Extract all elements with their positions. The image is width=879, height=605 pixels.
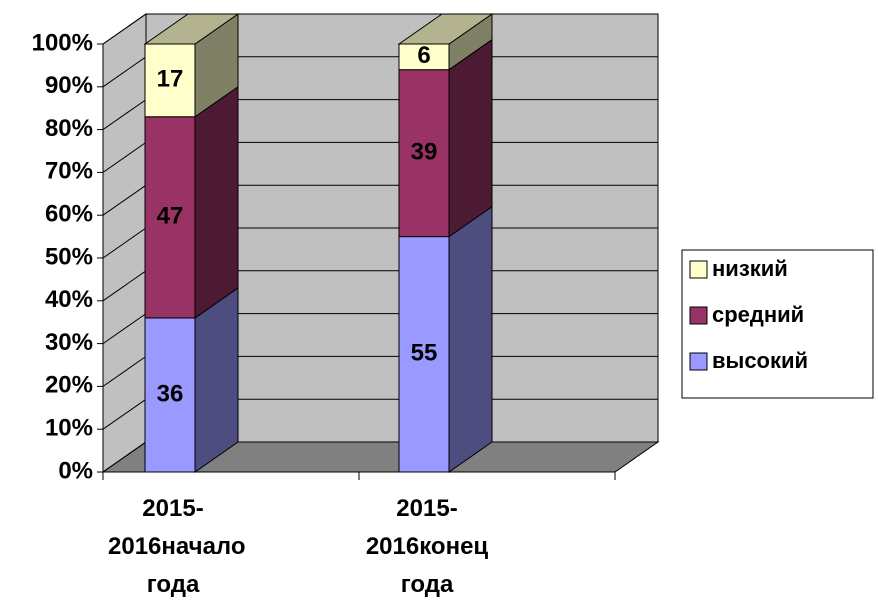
y-tick-label: 70%	[45, 158, 93, 185]
y-tick-label: 60%	[45, 201, 93, 228]
legend-label: средний	[712, 302, 804, 327]
grid-line	[102, 99, 147, 131]
legend-label: высокий	[712, 348, 808, 373]
y-tick-label: 0%	[58, 457, 93, 484]
legend-box	[681, 249, 874, 399]
bar-side	[194, 85, 239, 319]
y-tick-label: 50%	[45, 243, 93, 270]
data-label: 17	[157, 66, 184, 93]
y-tick-label: 30%	[45, 329, 93, 356]
x-tick-label: 2015-2016конец года	[365, 495, 489, 598]
y-tick-label: 80%	[45, 115, 93, 142]
data-label: 47	[157, 203, 184, 230]
y-tick-label: 90%	[45, 72, 93, 99]
data-label: 36	[157, 380, 184, 407]
grid-line	[102, 270, 147, 302]
legend-swatch	[689, 352, 708, 371]
x-tick-label: 2015-2016начало года	[108, 495, 246, 598]
bar	[398, 69, 450, 238]
data-label: 55	[411, 340, 438, 367]
grid-line	[102, 355, 147, 387]
bar-side	[194, 286, 239, 473]
grid-line	[102, 313, 147, 345]
bar-top	[143, 13, 240, 45]
bar-side	[448, 38, 493, 238]
legend-swatch	[689, 260, 708, 279]
bar	[144, 317, 196, 473]
grid-line	[102, 13, 147, 45]
y-tick-label: 20%	[45, 372, 93, 399]
y-tick-label: 100%	[32, 29, 93, 56]
bar	[144, 43, 196, 118]
grid-line	[102, 56, 147, 88]
grid-line	[102, 398, 147, 430]
data-label: 39	[411, 138, 438, 165]
bar-top	[397, 13, 494, 45]
legend-label: низкий	[712, 256, 788, 281]
data-label: 6	[417, 42, 430, 69]
bar-side	[448, 205, 493, 473]
bar	[398, 43, 450, 71]
bar	[144, 116, 196, 319]
legend-swatch	[689, 306, 708, 325]
grid-line	[102, 441, 147, 473]
grid-line	[102, 141, 147, 173]
y-tick-label: 10%	[45, 415, 93, 442]
y-tick-label: 40%	[45, 286, 93, 313]
grid-line	[102, 184, 147, 216]
grid-line	[102, 227, 147, 259]
bar	[398, 236, 450, 473]
